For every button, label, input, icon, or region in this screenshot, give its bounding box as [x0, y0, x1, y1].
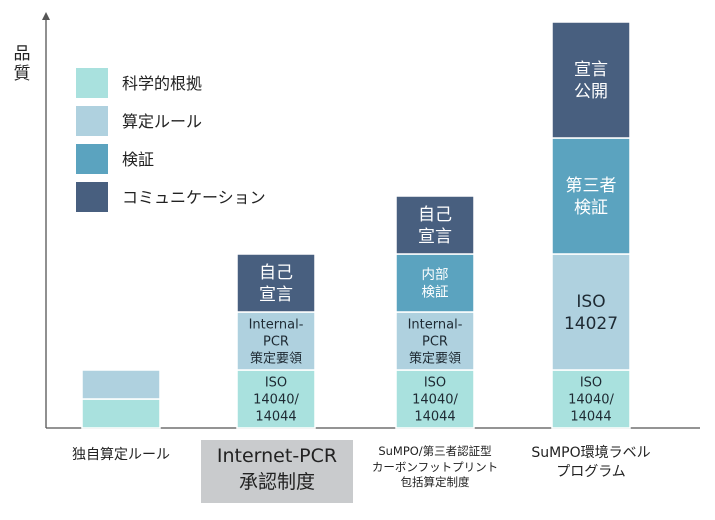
bar-segment-label: PCR — [422, 335, 448, 350]
category-label-line: プログラム — [556, 463, 626, 480]
category-label: SuMPO環境ラベル プログラム — [520, 444, 662, 482]
category-label-line: SuMPO/第三者認証型 — [378, 444, 492, 458]
y-axis-arrow — [42, 12, 50, 20]
category-label: Internet-PCR 承認制度 — [201, 440, 353, 504]
bar-segment-label: 第三者 — [566, 176, 617, 196]
bar-segment-label: 自己 — [418, 205, 452, 225]
bar-segment-label: 14044 — [570, 409, 611, 424]
bar-segment — [551, 137, 631, 255]
category-label-line: 包括算定制度 — [400, 475, 470, 490]
bar-segment — [551, 253, 631, 371]
bar-segment-label: ISO — [576, 292, 605, 312]
bar-segment — [81, 398, 161, 429]
y-axis-label-char: 質 — [13, 64, 31, 84]
bar-segment-label: 宣言 — [418, 227, 452, 247]
bar-segment — [81, 369, 161, 400]
bar-segment-label: 14027 — [564, 314, 618, 334]
bar-segment-label: 策定要領 — [250, 350, 302, 366]
legend-label: コミュニケーション — [122, 188, 266, 207]
bar-segment-label: 14040/ — [412, 393, 458, 408]
category-label: SuMPO/第三者認証型 カーボンフットプリント 包括算定制度 — [360, 444, 510, 491]
bar-segment — [395, 311, 475, 371]
legend-swatch — [76, 182, 108, 212]
bar-segment — [551, 369, 631, 429]
bar-segment-label: 策定要領 — [409, 350, 461, 366]
bar-segment-label: 内部 — [422, 267, 449, 283]
bar-segment — [395, 369, 475, 429]
legend-swatch — [76, 68, 108, 98]
bar-segment-label: 14044 — [414, 409, 455, 424]
legend-label: 算定ルール — [122, 112, 202, 131]
legend-label: 検証 — [122, 150, 154, 169]
bar-segment — [395, 253, 475, 313]
bar-segment-label: 宣言 — [259, 285, 293, 305]
bar-segment — [395, 195, 475, 255]
bar-segment-label: ISO — [265, 376, 287, 391]
bar-segment-label: 宣言 — [574, 60, 608, 80]
bar-segment-label: 自己 — [259, 263, 293, 283]
bar-segment-label: 検証 — [422, 285, 449, 301]
legend-swatch — [76, 106, 108, 136]
category-label-line: SuMPO環境ラベル — [531, 445, 651, 461]
bar-segment-label: 14040/ — [568, 393, 614, 408]
bar-segment-label: PCR — [263, 335, 289, 350]
bar-segment-label: 14040/ — [253, 393, 299, 408]
bar-segment-label: Internal- — [249, 318, 304, 333]
bar-segment-label: 公開 — [574, 82, 608, 102]
category-label-line: Internet-PCR — [216, 445, 338, 467]
legend-swatch — [76, 144, 108, 174]
y-axis-label-char: 品 — [13, 44, 31, 64]
category-label: 独自算定ルール — [58, 446, 184, 465]
bar-segment-label: Internal- — [408, 318, 463, 333]
category-label-line: 独自算定ルール — [72, 447, 170, 463]
legend-label: 科学的根拠 — [122, 74, 202, 93]
bar-segment-label: 14044 — [255, 409, 296, 424]
category-label-line: 承認制度 — [238, 470, 315, 493]
bar-segment-label: 検証 — [574, 198, 608, 218]
bar-segment-label: ISO — [424, 376, 446, 391]
bar-segment — [236, 253, 316, 313]
y-axis-label: 品質 — [12, 44, 32, 84]
bar-segment — [236, 369, 316, 429]
category-label-line: カーボンフットプリント — [371, 459, 499, 474]
bar-segment — [551, 21, 631, 139]
bar-segment-label: ISO — [580, 376, 602, 391]
